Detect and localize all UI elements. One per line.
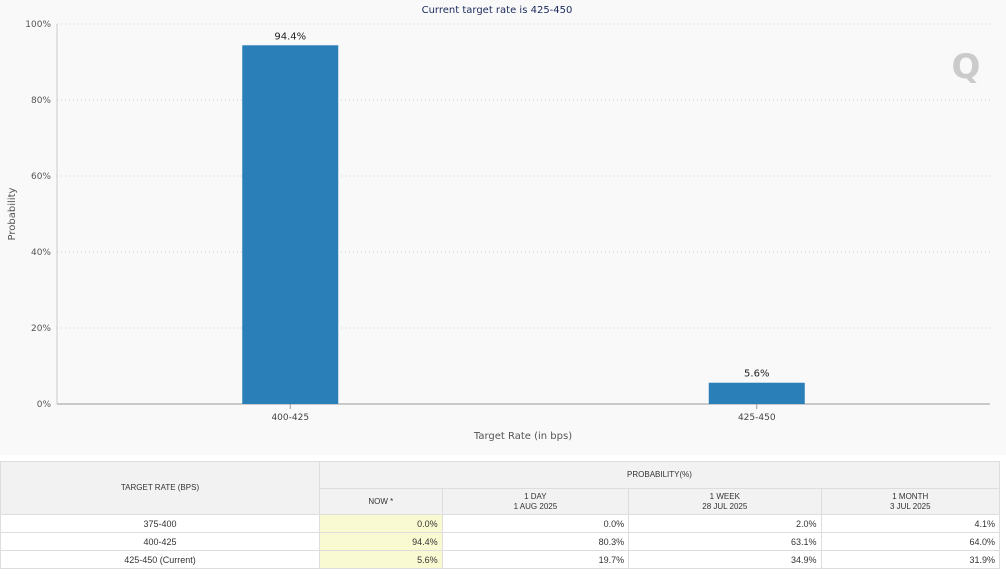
- y-tick-label: 80%: [31, 96, 51, 106]
- table-row: 425-450 (Current) 5.6% 19.7% 34.9% 31.9%: [0, 550, 1000, 569]
- probability-cell: 5.6%: [318, 550, 443, 569]
- logo-q: Q: [952, 47, 981, 87]
- y-tick-label: 20%: [31, 324, 51, 334]
- probability-cell: 63.1%: [628, 532, 822, 551]
- rate-cell: 400-425: [0, 532, 320, 551]
- bar[interactable]: [242, 45, 339, 404]
- probability-header: PROBABILITY(%): [318, 461, 1001, 489]
- probability-cell: 31.9%: [820, 550, 1000, 569]
- probability-cell: 0.0%: [441, 514, 630, 533]
- chart: Current target rate is 425-450 Probabili…: [7, 5, 990, 442]
- x-tick-label: 425-450: [738, 413, 776, 423]
- y-tick-label: 60%: [31, 172, 51, 182]
- column-header: NOW *: [318, 488, 443, 515]
- x-tick-label: 400-425: [271, 413, 309, 423]
- column-header: 1 WEEK 28 JUL 2025: [628, 488, 822, 515]
- data-label: 94.4%: [274, 31, 306, 42]
- y-tick-label: 0%: [37, 400, 52, 410]
- svg-text:Q: Q: [952, 47, 981, 87]
- rate-header: TARGET RATE (BPS): [0, 461, 320, 515]
- column-header: 1 MONTH 3 JUL 2025: [820, 488, 1000, 515]
- probability-cell: 2.0%: [628, 514, 822, 533]
- table-row: 375-400 0.0% 0.0% 2.0% 4.1%: [0, 514, 1000, 533]
- column-header: 1 DAY 1 AUG 2025: [441, 488, 630, 515]
- probability-cell: 64.0%: [820, 532, 1000, 551]
- chart-title: Current target rate is 425-450: [422, 5, 573, 16]
- probability-cell: 4.1%: [820, 514, 1000, 533]
- y-axis-label: Probability: [7, 187, 18, 240]
- x-axis-label: Target Rate (in bps): [473, 431, 572, 442]
- bar[interactable]: [708, 382, 805, 404]
- probability-chart: Current target rate is 425-450 Probabili…: [7, 5, 990, 442]
- probability-cell: 34.9%: [628, 550, 822, 569]
- rate-cell: 425-450 (Current): [0, 550, 320, 569]
- probability-cell: 80.3%: [441, 532, 630, 551]
- probability-cell: 19.7%: [441, 550, 630, 569]
- y-tick-label: 100%: [25, 20, 51, 30]
- probability-table: TARGET RATE (BPS) PROBABILITY(%) NOW * 1 …: [0, 461, 1001, 569]
- probability-cell: 94.4%: [318, 532, 443, 551]
- table-row: 400-425 94.4% 80.3% 63.1% 64.0%: [0, 532, 1000, 551]
- data-label: 5.6%: [744, 369, 769, 380]
- rate-cell: 375-400: [0, 514, 320, 533]
- y-tick-label: 40%: [31, 248, 51, 258]
- probability-cell: 0.0%: [318, 514, 443, 533]
